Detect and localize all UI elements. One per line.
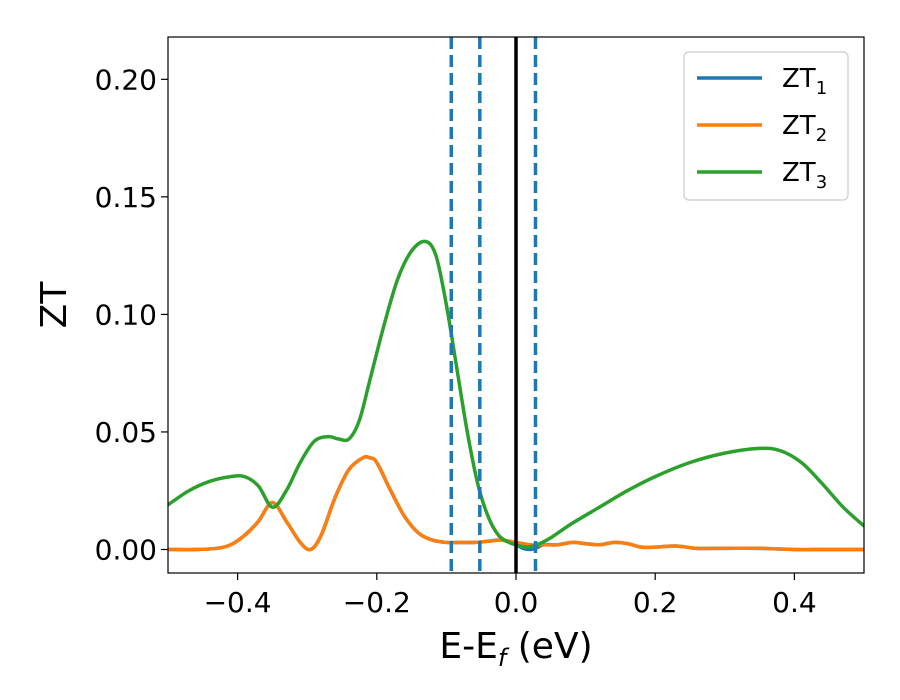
x-axis-label-main: E-E xyxy=(439,626,497,667)
x-tick-label: 0.0 xyxy=(494,586,539,619)
x-tick-label: 0.4 xyxy=(772,586,817,619)
vline-layer xyxy=(449,37,538,573)
legend-label-zt2: ZT2 xyxy=(782,111,827,146)
series-line-zt3 xyxy=(168,239,864,549)
series-line-zt2 xyxy=(168,454,864,552)
legend-label-zt1: ZT1 xyxy=(782,64,827,99)
x-axis-label: E-Ef (eV) xyxy=(439,626,592,672)
x-tick-label: −0.4 xyxy=(204,586,272,619)
y-tick-label: 0.20 xyxy=(95,63,157,96)
legend: ZT1 ZT2 ZT3 xyxy=(683,51,849,201)
legend-entries: ZT1 ZT2 ZT3 xyxy=(697,64,827,193)
y-tick-label: 0.10 xyxy=(95,298,157,331)
x-tick-label: −0.2 xyxy=(343,586,411,619)
y-tick-label: 0.05 xyxy=(95,416,157,449)
y-axis: 0.00 0.05 0.10 0.15 0.20 xyxy=(95,63,168,566)
y-tick-label: 0.00 xyxy=(95,533,157,566)
y-axis-label: ZT xyxy=(34,281,75,329)
x-axis-label-unit: (eV) xyxy=(506,626,592,667)
legend-box xyxy=(683,51,849,201)
x-axis: −0.4 −0.2 0.0 0.2 0.4 xyxy=(204,573,817,619)
y-tick-label: 0.15 xyxy=(95,181,157,214)
series-layer xyxy=(168,239,864,552)
x-tick-label: 0.2 xyxy=(633,586,678,619)
legend-label-zt3: ZT3 xyxy=(782,158,827,193)
